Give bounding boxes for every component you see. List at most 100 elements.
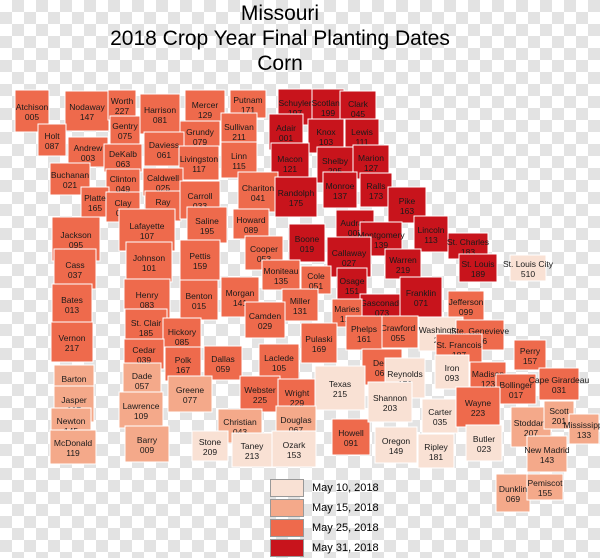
county-code: 215 — [333, 389, 347, 399]
county-code: 065 — [375, 368, 389, 378]
county-name: Howell — [338, 428, 364, 438]
county-shape — [164, 346, 202, 382]
county-name: Shannon — [373, 393, 407, 403]
legend-label: May 31, 2018 — [312, 542, 379, 554]
county-name: Carroll — [187, 191, 212, 201]
county-name: St. Francois — [436, 340, 481, 350]
county-name: Reynolds — [387, 369, 422, 379]
county-name: Newton — [57, 416, 86, 426]
county-code: 023 — [477, 444, 491, 454]
county-name: Atchison — [16, 102, 49, 112]
county-code: 025 — [156, 183, 170, 193]
county-name: Moniteau — [264, 266, 299, 276]
county-name: Pike — [399, 196, 416, 206]
county-name: Buchanan — [51, 170, 90, 180]
county-shape — [220, 276, 260, 318]
county-code: 115 — [232, 161, 246, 171]
county-code: 087 — [45, 141, 59, 151]
county-name: Scotland — [311, 98, 344, 108]
county-code: 095 — [69, 240, 83, 250]
county-code: 021 — [63, 180, 77, 190]
county-code: 161 — [357, 334, 371, 344]
county-shape — [122, 362, 162, 398]
county-name: Scott — [549, 406, 569, 416]
county-mississippi: Mississippi133 — [563, 413, 600, 445]
county-shape — [447, 290, 485, 322]
county-name: Caldwell — [147, 173, 179, 183]
county-shape — [179, 279, 219, 321]
county-code: 103 — [319, 137, 333, 147]
county-code: 043 — [233, 427, 247, 437]
county-code: 223 — [471, 408, 485, 418]
county-code: 077 — [183, 395, 197, 405]
county-code: 157 — [523, 356, 537, 366]
county-code: 127 — [364, 163, 378, 173]
county-name: Webster — [244, 385, 276, 395]
county-code: 153 — [287, 450, 301, 460]
county-shape — [167, 375, 213, 413]
county-shape — [322, 171, 358, 209]
county-shape — [51, 283, 93, 325]
county-shape — [399, 276, 443, 318]
county-name: Washington — [419, 325, 464, 335]
county-name: Callaway — [332, 248, 367, 258]
legend-item: May 31, 2018 — [270, 538, 379, 558]
county-name: Grundy — [186, 127, 215, 137]
county-code: 117 — [192, 164, 206, 174]
county-name: Camden — [249, 311, 281, 321]
county-name: Macon — [277, 154, 303, 164]
county-code: 141 — [233, 298, 247, 308]
county-code: 067 — [289, 425, 303, 435]
county-shape — [359, 172, 393, 208]
county-shape — [387, 186, 427, 224]
county-name: Ozark — [283, 440, 306, 450]
county-shape — [186, 206, 228, 244]
legend-label: May 25, 2018 — [312, 522, 379, 534]
county-code: 009 — [140, 445, 154, 455]
county-name: Schuyler — [278, 98, 311, 108]
county-code: 075 — [118, 131, 132, 141]
county-code: 073 — [375, 308, 389, 318]
county-name: Laclede — [264, 353, 294, 363]
county-shape — [118, 391, 164, 429]
county-code: 005 — [25, 112, 39, 122]
county-code: 063 — [116, 159, 130, 169]
county-name: Carter — [428, 407, 452, 417]
county-code: 163 — [400, 206, 414, 216]
county-name: Andrew — [74, 143, 104, 153]
county-name: Dallas — [211, 354, 235, 364]
county-code: 083 — [140, 300, 154, 310]
county-name: Oregon — [382, 436, 411, 446]
county-code: 225 — [253, 395, 267, 405]
county-code: 207 — [524, 428, 538, 438]
county-shape — [178, 145, 220, 181]
county-code: 085 — [175, 337, 189, 347]
county-name: Chariton — [242, 183, 274, 193]
county-code: 151 — [345, 286, 359, 296]
county-code: 129 — [198, 110, 212, 120]
county-name: Douglas — [280, 415, 311, 425]
county-code: 113 — [424, 235, 438, 245]
county-code: 147 — [80, 112, 94, 122]
county-name: Shelby — [322, 156, 349, 166]
county-name: Vernon — [59, 333, 86, 343]
county-shape — [143, 131, 185, 167]
county-name: Dade — [132, 371, 153, 381]
county-name: Sullivan — [224, 122, 254, 132]
county-name: Madison — [472, 369, 504, 379]
county-code: 227 — [115, 106, 129, 116]
